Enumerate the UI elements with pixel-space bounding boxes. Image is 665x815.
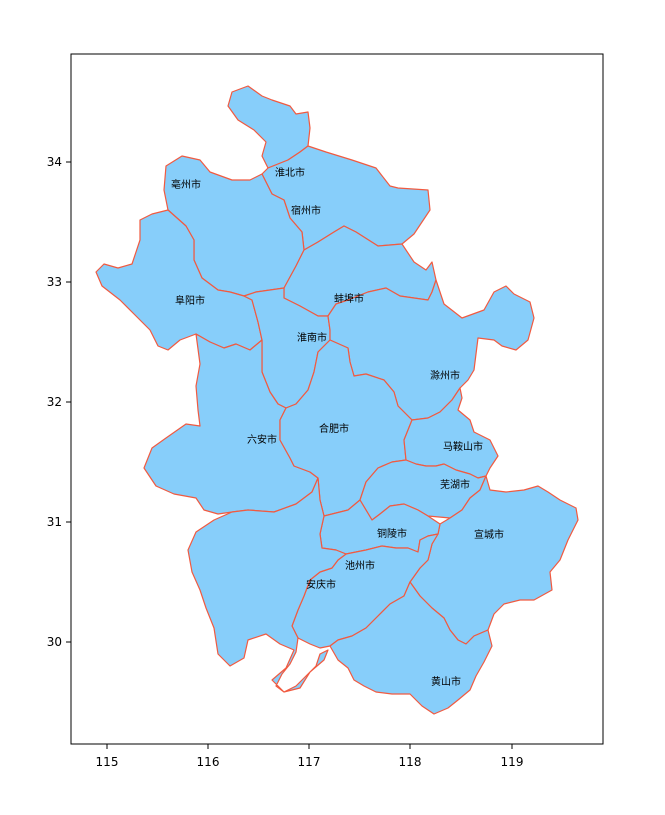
x-tick-label-118: 118 — [399, 755, 422, 769]
region-huangshan — [329, 581, 493, 715]
city-label-xuancheng: 宣城市 — [474, 528, 504, 541]
city-label-chizhou: 池州市 — [345, 559, 375, 572]
y-axis: 30 31 32 33 34 — [47, 155, 71, 649]
city-label-anqing: 安庆市 — [306, 578, 336, 591]
city-label-huainan: 淮南市 — [297, 331, 327, 344]
y-tick-label-33: 33 — [47, 275, 62, 289]
city-label-fuyang: 阜阳市 — [175, 294, 205, 307]
region-anqing — [187, 477, 347, 693]
city-label-hefei: 合肥市 — [319, 422, 349, 435]
x-tick-label-116: 116 — [197, 755, 220, 769]
city-label-bozhou: 亳州市 — [171, 178, 201, 191]
city-label-maanshan: 马鞍山市 — [443, 440, 483, 453]
y-tick-label-34: 34 — [47, 155, 62, 169]
city-label-huaibei: 淮北市 — [275, 166, 305, 179]
y-tick-label-32: 32 — [47, 395, 62, 409]
plot-frame — [70, 53, 604, 745]
x-tick-label-115: 115 — [96, 755, 119, 769]
y-tick-label-30: 30 — [47, 635, 62, 649]
city-label-luan: 六安市 — [247, 433, 277, 446]
city-label-bengbu: 蚌埠市 — [334, 292, 364, 305]
city-label-huangshan: 黄山市 — [431, 675, 461, 688]
y-tick-label-31: 31 — [47, 515, 62, 529]
x-axis: 115 116 117 118 119 — [96, 744, 524, 769]
city-label-suzhou: 宿州市 — [291, 204, 321, 217]
city-labels: 淮北市 亳州市 宿州市 阜阳市 蚌埠市 淮南市 滁州市 六安市 合肥市 马鞍山市… — [171, 166, 504, 688]
x-tick-label-119: 119 — [501, 755, 524, 769]
city-label-tongling: 铜陵市 — [377, 527, 407, 540]
x-tick-label-117: 117 — [298, 755, 321, 769]
map-frame — [70, 53, 604, 745]
city-label-wuhu: 芜湖市 — [440, 478, 470, 491]
city-regions — [95, 85, 579, 715]
city-label-chuzhou: 滁州市 — [430, 369, 460, 382]
